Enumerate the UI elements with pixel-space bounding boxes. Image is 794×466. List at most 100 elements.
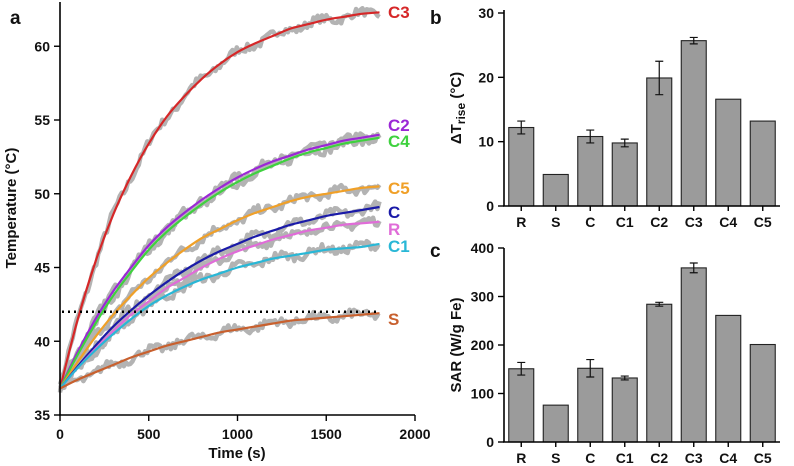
panel-c-y-ticks: 0 100 200 300 400 bbox=[471, 240, 504, 450]
series-c3-line bbox=[58, 11, 380, 389]
panel-c-x-tick-label: C bbox=[585, 450, 595, 466]
panel-c-x-tick-label: C2 bbox=[650, 450, 668, 466]
panel-c-error-bar-c3 bbox=[689, 262, 698, 274]
panel-a-x-tick-label: 1000 bbox=[222, 426, 253, 442]
panel-b-bar-c1 bbox=[611, 142, 638, 207]
panel-c-bars bbox=[508, 262, 776, 443]
series-label-c4: C4 bbox=[388, 132, 410, 151]
panel-c-bar-c1 bbox=[611, 377, 638, 443]
panel-c-y-tick-label: 0 bbox=[486, 434, 494, 450]
panel-b-x-tick-label: C2 bbox=[650, 214, 668, 230]
panel-a-y-label: Temperature (°C) bbox=[3, 148, 20, 269]
panel-b-y-label-suffix: (°C) bbox=[448, 72, 465, 103]
panel-c-x-tick-label: C4 bbox=[719, 450, 737, 466]
panel-c-y-label: SAR (W/g Fe) bbox=[448, 298, 465, 393]
series-c-line bbox=[59, 205, 380, 390]
panel-a-x-tick-label: 1500 bbox=[311, 426, 342, 442]
panel-c-error-bar-c bbox=[586, 358, 595, 378]
panel-c-x-tick-label: C1 bbox=[616, 450, 634, 466]
panel-c: c 0 100 200 300 400 R S C C1 C2 C3 C4 C5 SAR (W/g F… bbox=[430, 240, 780, 466]
panel-b-error-bar-c bbox=[586, 129, 595, 144]
panel-b-x-tick-label: S bbox=[551, 214, 560, 230]
panel-a-x-tick-label: 2000 bbox=[399, 426, 430, 442]
panel-c-letter: c bbox=[430, 241, 441, 262]
panel-a-y-tick-label: 55 bbox=[34, 112, 50, 128]
panel-c-error-bar-r bbox=[517, 361, 526, 376]
series-label-c2: C2 bbox=[388, 116, 410, 135]
panel-b-x-tick-label: C bbox=[585, 214, 595, 230]
panel-c-error-bar-c1 bbox=[620, 375, 629, 381]
series-c1-line bbox=[59, 242, 380, 390]
panel-b-bar-c4 bbox=[715, 98, 742, 207]
panel-c-bar-c5 bbox=[749, 343, 776, 443]
series-label-s: S bbox=[388, 310, 399, 329]
series-s-line bbox=[59, 312, 380, 390]
panel-b-x-tick-label: C3 bbox=[685, 214, 703, 230]
panel-b-y-label-sub: rise bbox=[454, 103, 468, 125]
panel-b-x-tick-label: R bbox=[516, 214, 526, 230]
panel-b-y-tick-label: 0 bbox=[486, 198, 494, 214]
panel-a-y-ticks: 35 40 45 50 55 60 bbox=[34, 38, 60, 423]
panel-b-bars bbox=[508, 36, 776, 207]
panel-a-y-tick-label: 45 bbox=[34, 260, 50, 276]
series-label-c: C bbox=[388, 203, 400, 222]
panel-a-x-tick-label: 500 bbox=[137, 426, 161, 442]
panel-c-y-tick-label: 100 bbox=[471, 386, 495, 402]
panel-a-series-group bbox=[57, 5, 382, 393]
panel-a-letter: a bbox=[10, 8, 21, 29]
panel-a-y-tick-label: 60 bbox=[34, 38, 50, 54]
panel-c-bar-s bbox=[542, 404, 569, 443]
panel-c-x-tick-label: C3 bbox=[685, 450, 703, 466]
panel-b-x-tick-label: C1 bbox=[616, 214, 634, 230]
panel-c-error-bar-c2 bbox=[655, 301, 664, 307]
panel-c-x-tick-label: C5 bbox=[754, 450, 772, 466]
panel-b-error-bar-r bbox=[517, 120, 526, 135]
panel-c-bar-c bbox=[577, 367, 604, 443]
panel-a-x-ticks: 0 500 1000 1500 2000 bbox=[56, 415, 431, 442]
series-r-line bbox=[59, 220, 380, 390]
panel-b-x-ticks: R S C C1 C2 C3 C4 C5 bbox=[516, 206, 772, 230]
panel-c-x-tick-label: S bbox=[551, 450, 560, 466]
panel-a: a 35 40 45 50 55 60 0 500 1000 1500 2000 Temperat… bbox=[3, 2, 431, 462]
panel-c-y-tick-label: 200 bbox=[471, 337, 495, 353]
panel-b-y-tick-label: 20 bbox=[478, 69, 494, 85]
series-c4-line bbox=[59, 136, 380, 390]
panel-c-bar-c4 bbox=[715, 314, 742, 443]
panel-b-y-label-prefix: ΔT bbox=[448, 124, 465, 144]
series-label-c1: C1 bbox=[388, 237, 410, 256]
panel-b-x-tick-label: C5 bbox=[754, 214, 772, 230]
panel-a-x-tick-label: 0 bbox=[56, 426, 64, 442]
panel-a-y-tick-label: 40 bbox=[34, 333, 50, 349]
series-c2-line bbox=[59, 133, 380, 389]
panel-b-bar-c2 bbox=[646, 77, 673, 207]
series-label-c5: C5 bbox=[388, 179, 410, 198]
panel-c-bar-c2 bbox=[646, 303, 673, 443]
panel-b-error-bar-c3 bbox=[689, 36, 698, 45]
panel-c-x-tick-label: R bbox=[516, 450, 526, 466]
panel-c-y-tick-label: 400 bbox=[471, 240, 495, 256]
panel-b-y-ticks: 0 10 20 30 bbox=[478, 5, 504, 214]
series-c3-measured-trace bbox=[57, 5, 381, 393]
panel-c-y-tick-label: 300 bbox=[471, 289, 495, 305]
panel-b-y-tick-label: 30 bbox=[478, 5, 494, 21]
panel-b-error-bar-c1 bbox=[620, 138, 629, 148]
series-label-r: R bbox=[388, 220, 400, 239]
panel-b-error-bar-c2 bbox=[655, 60, 664, 96]
panel-b-bar-s bbox=[542, 173, 569, 207]
panel-c-bar-c3 bbox=[680, 267, 707, 443]
panel-b-letter: b bbox=[430, 8, 442, 29]
panel-b-bar-c3 bbox=[680, 40, 707, 207]
panel-b-y-tick-label: 10 bbox=[478, 134, 494, 150]
panel-c-bar-r bbox=[508, 368, 535, 443]
panel-a-y-tick-label: 50 bbox=[34, 186, 50, 202]
series-c5-line bbox=[59, 185, 380, 390]
panel-b-bar-c bbox=[577, 135, 604, 207]
panel-b-bar-c5 bbox=[749, 120, 776, 207]
panel-b-y-label: ΔTrise (°C) bbox=[448, 72, 468, 144]
series-label-c3: C3 bbox=[388, 3, 410, 22]
panel-a-y-tick-label: 35 bbox=[34, 407, 50, 423]
panel-b-x-tick-label: C4 bbox=[719, 214, 737, 230]
panel-b-bar-r bbox=[508, 126, 535, 207]
